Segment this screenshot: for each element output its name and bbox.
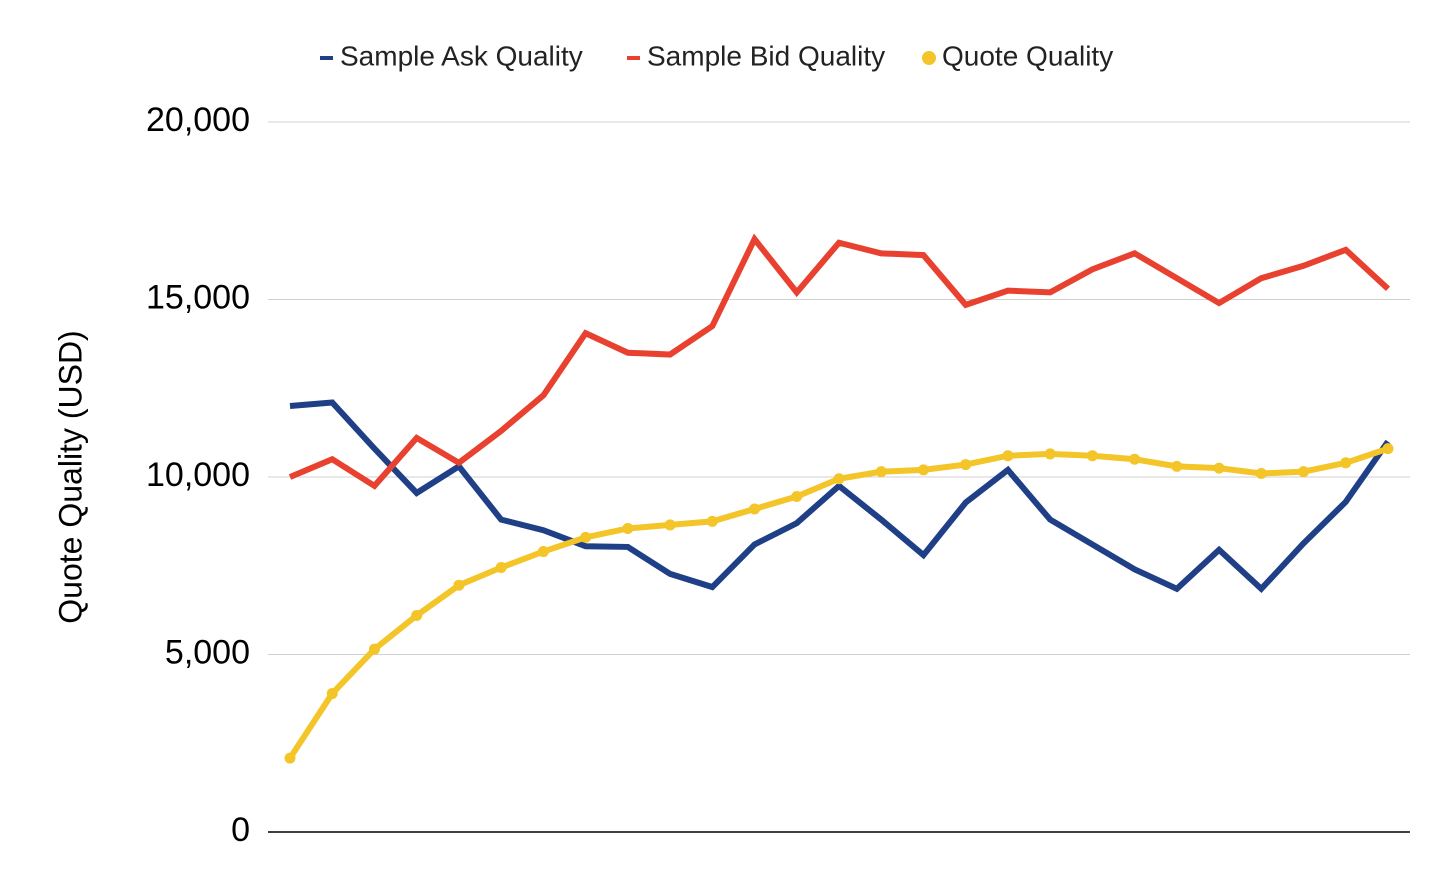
data-point <box>1255 467 1267 479</box>
series-layer <box>284 233 1394 764</box>
legend-label: Sample Ask Quality <box>340 40 583 71</box>
data-point <box>1213 462 1225 474</box>
data-point <box>580 531 592 543</box>
series-quote-quality <box>284 443 1394 764</box>
y-axis-title: Quote Quality (USD) <box>52 330 88 623</box>
series-line <box>288 233 1391 490</box>
data-point <box>1298 466 1310 478</box>
data-point <box>622 522 634 534</box>
series-sample-bid-quality <box>288 233 1391 490</box>
data-point <box>495 562 507 574</box>
data-point <box>1171 460 1183 472</box>
data-point <box>1044 448 1056 460</box>
legend-item: Quote Quality <box>922 40 1113 71</box>
y-tick-label: 10,000 <box>146 456 250 494</box>
series-line <box>287 445 1389 760</box>
legend-label: Quote Quality <box>942 40 1113 71</box>
y-tick-label: 20,000 <box>146 101 250 139</box>
data-point <box>1002 450 1014 462</box>
data-point <box>284 752 296 764</box>
data-point <box>1382 443 1394 455</box>
data-point <box>368 643 380 655</box>
data-point <box>1340 457 1352 469</box>
data-point <box>875 466 887 478</box>
data-point <box>706 515 718 527</box>
data-point <box>326 688 338 700</box>
gridlines <box>268 121 1410 655</box>
legend: Sample Ask Quality Sample Bid Quality Quot… <box>320 40 1113 71</box>
series-line <box>289 399 1391 594</box>
legend-marker <box>922 51 936 65</box>
data-point <box>1086 450 1098 462</box>
legend-item: Sample Ask Quality <box>320 40 583 71</box>
data-point <box>411 609 423 621</box>
data-point <box>791 491 803 503</box>
series-sample-ask-quality <box>289 399 1391 594</box>
data-point <box>1129 453 1141 465</box>
data-point <box>453 579 465 591</box>
y-tick-label: 5,000 <box>165 633 250 671</box>
data-point <box>537 546 549 558</box>
data-point <box>917 464 929 476</box>
data-point <box>664 519 676 531</box>
y-axis-ticks: 0 5,000 10,000 15,000 20,000 <box>146 101 250 849</box>
y-tick-label: 15,000 <box>146 278 250 316</box>
data-point <box>749 503 761 515</box>
data-point <box>960 459 972 471</box>
y-tick-label: 0 <box>231 811 250 849</box>
data-point <box>833 473 845 485</box>
legend-label: Sample Bid Quality <box>647 40 885 71</box>
legend-item: Sample Bid Quality <box>627 40 885 71</box>
